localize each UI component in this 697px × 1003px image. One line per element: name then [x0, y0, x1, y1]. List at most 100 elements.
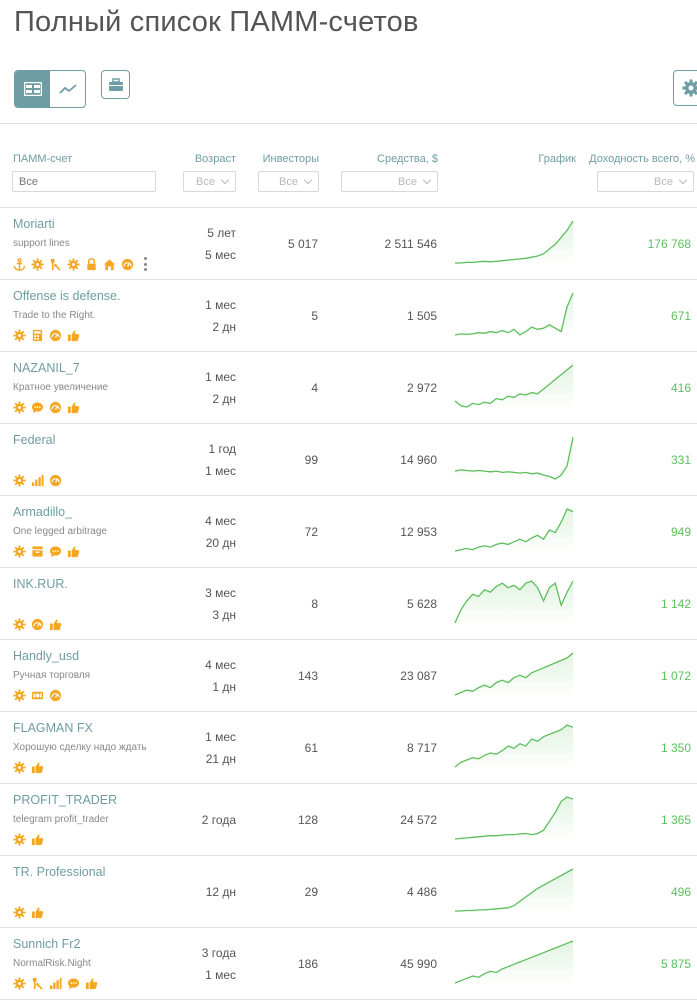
account-age: 1 мес: [205, 370, 236, 384]
account-age-secondary: 1 дн: [212, 680, 236, 694]
funds-value: 12 953: [400, 525, 437, 539]
column-funds-label[interactable]: Средства, $: [377, 153, 438, 165]
performance-sparkline[interactable]: [454, 434, 574, 482]
performance-sparkline[interactable]: [454, 290, 574, 338]
performance-sparkline[interactable]: [454, 218, 574, 266]
table-view-button[interactable]: [15, 71, 50, 107]
account-age-secondary: 21 дн: [205, 752, 236, 766]
performance-sparkline[interactable]: [454, 794, 574, 842]
column-account-label[interactable]: ПАММ-счет: [13, 153, 73, 165]
account-age-secondary: 1 мес: [205, 968, 236, 982]
account-name-link[interactable]: NAZANIL_7: [13, 361, 80, 375]
investors-count: 29: [304, 885, 318, 899]
account-age: 2 года: [201, 813, 236, 827]
investors-filter-select[interactable]: Все: [258, 171, 319, 192]
account-badges: [13, 545, 80, 558]
account-badges: [13, 833, 44, 846]
sparkline-line: [455, 868, 574, 912]
investors-count: 5 017: [287, 237, 318, 251]
account-age-secondary: 3 дн: [212, 608, 236, 622]
account-description: NormalRisk.Night: [13, 958, 91, 969]
sparkline-area: [455, 437, 573, 482]
gear-icon: [13, 474, 26, 487]
age-filter-select[interactable]: Все: [183, 171, 236, 192]
sparkline-line: [454, 292, 574, 336]
investors-count: 186: [297, 957, 318, 971]
sparkline-area: [455, 293, 573, 338]
table-row[interactable]: Armadillo_ One legged arbitrage 4 мес 20 дн…: [0, 496, 697, 568]
more-vertical-icon[interactable]: [143, 257, 147, 271]
anchor-icon: [13, 257, 26, 271]
account-name-link[interactable]: TR. Professional: [13, 865, 106, 879]
performance-sparkline[interactable]: [454, 362, 574, 410]
performance-sparkline[interactable]: [454, 506, 574, 554]
performance-sparkline[interactable]: [454, 722, 574, 770]
performance-sparkline[interactable]: [454, 578, 574, 626]
account-name-link[interactable]: Sunnich Fr2: [13, 937, 81, 951]
account-name-link[interactable]: Moriarti: [13, 217, 55, 231]
portfolio-button[interactable]: [101, 70, 130, 99]
account-filter-input[interactable]: [12, 171, 156, 192]
gear-icon: [31, 257, 44, 271]
account-name-link[interactable]: FLAGMAN FX: [13, 721, 93, 735]
gear-icon: [13, 545, 26, 558]
performance-sparkline[interactable]: [454, 866, 574, 914]
sparkline-area: [455, 869, 573, 914]
table-row[interactable]: PROFIT_TRADER telegram profit_trader 2 год…: [0, 784, 697, 856]
gear-icon: [13, 977, 26, 990]
performance-sparkline[interactable]: [454, 938, 574, 986]
performance-sparkline[interactable]: [454, 650, 574, 698]
table-row[interactable]: TR. Professional 12 дн 29 4 486 496: [0, 856, 697, 928]
thumb-icon: [31, 833, 44, 846]
investors-count: 143: [297, 669, 318, 683]
sparkline-area: [455, 365, 573, 410]
chat-icon: [49, 545, 62, 558]
account-name-link[interactable]: Handly_usd: [13, 649, 80, 663]
table-row[interactable]: Offense is defense. Trade to the Right. 1 …: [0, 280, 697, 352]
funds-filter-select[interactable]: Все: [341, 171, 438, 192]
sparkline-line: [454, 580, 574, 624]
yield-filter-select[interactable]: Все: [597, 171, 694, 192]
gauge-icon: [31, 618, 44, 631]
table-row[interactable]: Federal 1 год 1 мес 99 14 960 331: [0, 424, 697, 496]
total-yield: 1 072: [660, 669, 691, 683]
table-icon: [23, 82, 42, 96]
thumb-icon: [31, 761, 44, 774]
account-description: support lines: [13, 238, 70, 249]
lock-icon: [85, 257, 98, 271]
column-yield-label[interactable]: Доходность всего, %: [589, 153, 695, 165]
account-name-link[interactable]: PROFIT_TRADER: [13, 793, 118, 807]
sparkline-area: [455, 941, 573, 986]
calc-icon: [31, 329, 44, 342]
account-badges: [13, 761, 44, 774]
account-age: 12 дн: [205, 885, 236, 899]
table-row[interactable]: INK.RUR. 3 мес 3 дн 8 5 628 1 142: [0, 568, 697, 640]
view-toggle: [14, 70, 86, 108]
investors-count: 61: [304, 741, 318, 755]
investors-filter-value: Все: [279, 175, 298, 188]
account-badges: [13, 618, 62, 631]
funds-value: 8 717: [406, 741, 437, 755]
thumb-icon: [67, 329, 80, 342]
table-row[interactable]: Moriarti support lines 5 лет 5 мес 5 017 2 51…: [0, 208, 697, 280]
table-row[interactable]: Sunnich Fr2 NormalRisk.Night 3 года 1 мес 18…: [0, 928, 697, 1000]
total-yield: 176 768: [647, 237, 691, 251]
chart-view-button[interactable]: [50, 71, 85, 107]
settings-button[interactable]: [673, 70, 697, 106]
column-age-label[interactable]: Возраст: [194, 153, 236, 165]
funds-value: 45 990: [400, 957, 437, 971]
account-badges: [13, 257, 147, 271]
funds-value: 23 087: [400, 669, 437, 683]
account-name-link[interactable]: Offense is defense.: [13, 289, 121, 303]
account-description: Хорошую сделку надо ждать: [13, 742, 147, 753]
account-name-link[interactable]: Federal: [13, 433, 56, 447]
account-age: 3 мес: [205, 586, 236, 600]
account-age: 1 мес: [205, 298, 236, 312]
table-row[interactable]: FLAGMAN FX Хорошую сделку надо ждать 1 мес…: [0, 712, 697, 784]
table-row[interactable]: NAZANIL_7 Кратное увеличение 1 мес 2 дн 4 2 9…: [0, 352, 697, 424]
table-row[interactable]: Handly_usd Ручная торговля 4 мес 1 дн 143 23 …: [0, 640, 697, 712]
sparkline-area: [455, 581, 573, 626]
account-name-link[interactable]: Armadillo_: [13, 505, 73, 519]
account-name-link[interactable]: INK.RUR.: [13, 577, 68, 591]
column-investors-label[interactable]: Инвесторы: [262, 153, 319, 165]
